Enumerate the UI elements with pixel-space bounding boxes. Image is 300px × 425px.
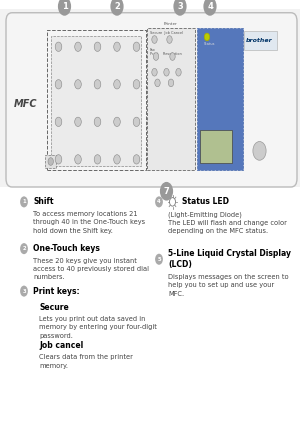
Text: Print    Resolution: Print Resolution — [150, 52, 182, 56]
Text: 7: 7 — [164, 187, 169, 196]
Circle shape — [114, 79, 120, 89]
Circle shape — [176, 68, 181, 76]
Circle shape — [75, 155, 81, 164]
Text: Printer: Printer — [164, 22, 178, 26]
Circle shape — [94, 117, 101, 127]
Text: 3: 3 — [177, 2, 183, 11]
Circle shape — [155, 79, 160, 87]
Circle shape — [133, 42, 140, 51]
Circle shape — [164, 68, 169, 76]
Circle shape — [167, 36, 172, 43]
Circle shape — [253, 142, 266, 160]
Circle shape — [152, 68, 157, 76]
Text: These 20 keys give you instant
access to 40 previously stored dial
numbers.: These 20 keys give you instant access to… — [33, 258, 149, 280]
FancyBboxPatch shape — [45, 155, 56, 168]
Circle shape — [133, 155, 140, 164]
Circle shape — [153, 53, 159, 60]
Circle shape — [20, 196, 28, 207]
Circle shape — [75, 117, 81, 127]
Text: Status LED: Status LED — [182, 197, 229, 207]
Circle shape — [155, 196, 163, 207]
FancyBboxPatch shape — [196, 28, 243, 170]
Text: Job cancel: Job cancel — [39, 341, 83, 351]
Circle shape — [94, 79, 101, 89]
Text: 2: 2 — [22, 246, 26, 251]
Circle shape — [20, 243, 28, 254]
Text: To access memory locations 21
through 40 in the One-Touch keys
hold down the Shi: To access memory locations 21 through 40… — [33, 211, 145, 234]
Text: Shift: Shift — [33, 197, 53, 207]
Text: Clears data from the printer
memory.: Clears data from the printer memory. — [39, 354, 133, 369]
Text: One-Touch keys: One-Touch keys — [33, 244, 100, 253]
FancyBboxPatch shape — [51, 36, 141, 166]
Text: 5: 5 — [157, 257, 161, 262]
Text: 4: 4 — [207, 2, 213, 11]
Circle shape — [133, 79, 140, 89]
FancyBboxPatch shape — [200, 130, 232, 163]
Text: Fax: Fax — [150, 48, 156, 52]
Text: 3: 3 — [22, 289, 26, 294]
Circle shape — [55, 79, 62, 89]
Circle shape — [160, 182, 173, 201]
Circle shape — [114, 117, 120, 127]
FancyBboxPatch shape — [6, 13, 297, 187]
FancyBboxPatch shape — [0, 8, 300, 187]
FancyBboxPatch shape — [147, 28, 195, 170]
Text: Lets you print out data saved in
memory by entering your four-digit
password.: Lets you print out data saved in memory … — [39, 316, 157, 339]
Text: 1: 1 — [61, 2, 68, 11]
Text: 5-Line Liquid Crystal Display
(LCD): 5-Line Liquid Crystal Display (LCD) — [168, 249, 291, 269]
Circle shape — [75, 42, 81, 51]
Text: 1: 1 — [22, 199, 26, 204]
Circle shape — [173, 0, 187, 16]
Circle shape — [110, 0, 124, 16]
Circle shape — [204, 33, 210, 41]
Text: Secure  Job Cancel: Secure Job Cancel — [150, 31, 183, 35]
Circle shape — [133, 117, 140, 127]
Circle shape — [114, 42, 120, 51]
Text: 2: 2 — [114, 2, 120, 11]
Circle shape — [155, 254, 163, 265]
Circle shape — [55, 42, 62, 51]
Circle shape — [20, 286, 28, 297]
Circle shape — [94, 155, 101, 164]
Text: Print keys:: Print keys: — [33, 286, 80, 296]
Circle shape — [94, 42, 101, 51]
Circle shape — [48, 158, 53, 165]
FancyBboxPatch shape — [244, 31, 277, 50]
Text: Displays messages on the screen to
help you to set up and use your
MFC.: Displays messages on the screen to help … — [168, 274, 289, 297]
Circle shape — [203, 0, 217, 16]
Circle shape — [58, 0, 71, 16]
Text: MFC: MFC — [14, 99, 37, 109]
Text: (Light-Emitting Diode)
The LED will flash and change color
depending on the MFC : (Light-Emitting Diode) The LED will flas… — [168, 211, 287, 234]
Circle shape — [75, 79, 81, 89]
Text: 4: 4 — [157, 199, 161, 204]
Circle shape — [168, 79, 174, 87]
Circle shape — [114, 155, 120, 164]
Circle shape — [152, 36, 157, 43]
Text: Status: Status — [204, 42, 215, 46]
Circle shape — [55, 117, 62, 127]
Circle shape — [55, 155, 62, 164]
Circle shape — [170, 53, 175, 60]
Text: brother: brother — [246, 38, 273, 43]
Text: Secure: Secure — [39, 303, 69, 312]
